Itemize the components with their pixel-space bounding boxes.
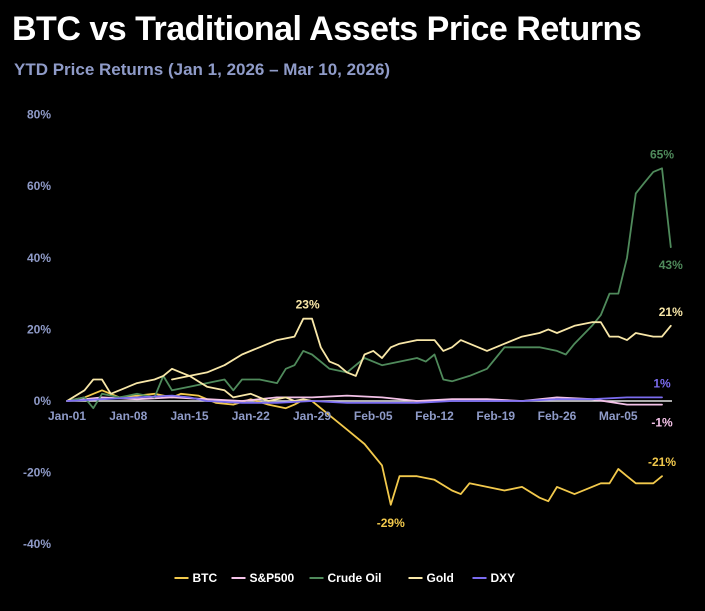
x-tick-label: Mar-05: [599, 409, 638, 423]
y-tick-label: -40%: [23, 537, 51, 551]
annotation-label: -1%: [651, 416, 673, 430]
legend-label: BTC: [193, 571, 218, 585]
annotation-label: 43%: [659, 258, 683, 272]
data-annotations: 23% -29% 65% 43% 21% 1% -1% -21%: [296, 147, 683, 530]
legend: BTC S&P500 Crude Oil Gold DXY: [174, 571, 516, 585]
series-line-dxy: [66, 394, 663, 404]
series-line-gold: [66, 367, 313, 402]
y-tick-label: 40%: [27, 251, 51, 265]
x-tick-label: Feb-26: [538, 409, 577, 423]
x-tick-label: Feb-12: [415, 409, 454, 423]
series-line-gold-from-jan-15: [171, 317, 672, 381]
legend-item-s-p500: S&P500: [231, 571, 295, 585]
annotation-label: 65%: [650, 147, 674, 161]
y-axis-ticks: 80% 60% 40% 20% 0% -20% -40%: [23, 108, 51, 552]
legend-label: DXY: [491, 571, 516, 585]
chart-subtitle: YTD Price Returns (Jan 1, 2026 – Mar 10,…: [14, 60, 391, 79]
chart-title: BTC vs Traditional Assets Price Returns: [12, 10, 642, 48]
x-tick-label: Jan-08: [109, 409, 147, 423]
y-tick-label: 80%: [27, 108, 51, 122]
x-tick-label: Jan-29: [293, 409, 331, 423]
annotation-label: 1%: [653, 376, 671, 390]
x-tick-label: Feb-19: [476, 409, 515, 423]
x-tick-label: Jan-15: [170, 409, 208, 423]
legend-item-dxy: DXY: [472, 571, 516, 585]
series-line-s-p500: [66, 394, 663, 406]
x-tick-label: Jan-22: [232, 409, 270, 423]
legend-item-btc: BTC: [174, 571, 218, 585]
y-tick-label: 20%: [27, 322, 51, 336]
annotation-label: 23%: [296, 298, 320, 312]
series-line-btc: [66, 389, 663, 506]
series-line-crude-oil: [66, 167, 672, 410]
legend-label: Crude Oil: [328, 571, 382, 585]
series-lines: [66, 167, 672, 506]
annotation-label: 21%: [659, 305, 683, 319]
annotation-label: -21%: [648, 455, 676, 469]
annotation-label: -29%: [377, 516, 405, 530]
x-tick-label: Feb-05: [354, 409, 393, 423]
y-tick-label: -20%: [23, 466, 51, 480]
legend-item-crude-oil: Crude Oil: [309, 571, 382, 585]
legend-label: S&P500: [250, 571, 295, 585]
y-tick-label: 0%: [34, 394, 52, 408]
legend-label: Gold: [427, 571, 454, 585]
x-axis-ticks: Jan-01 Jan-08 Jan-15 Jan-22 Jan-29 Feb-05 Feb-…: [48, 409, 638, 423]
y-tick-label: 60%: [27, 179, 51, 193]
x-tick-label: Jan-01: [48, 409, 86, 423]
legend-item-gold: Gold: [408, 571, 454, 585]
